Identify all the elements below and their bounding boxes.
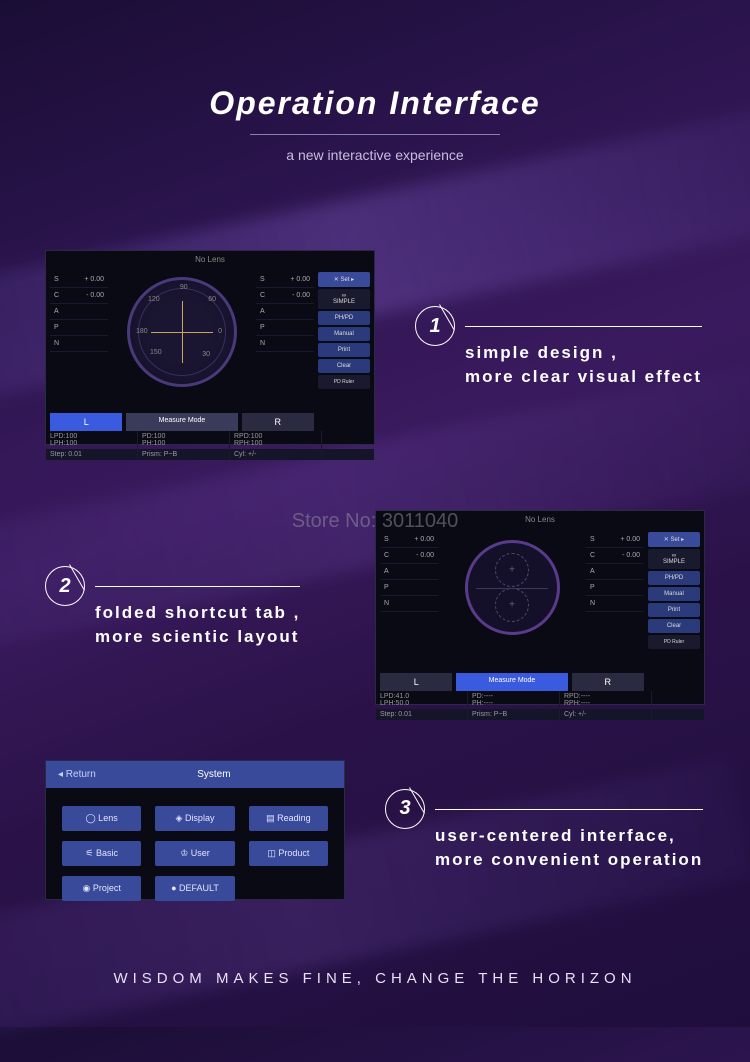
phpd-button[interactable]: PH/PD — [318, 311, 370, 325]
callout-2: 2 folded shortcut tab , more scientic la… — [45, 566, 300, 649]
basic-button[interactable]: ⚟ Basic — [62, 841, 141, 866]
section-2: 2 folded shortcut tab , more scientic la… — [45, 510, 705, 705]
divider — [250, 134, 500, 135]
project-button[interactable]: ◉ Project — [62, 876, 141, 901]
clear-button[interactable]: Clear — [318, 359, 370, 373]
ruler-button[interactable]: PD Ruler — [648, 635, 700, 649]
reading-button[interactable]: ▤ Reading — [249, 806, 328, 831]
user-button[interactable]: ♔ User — [155, 841, 234, 866]
phpd-button[interactable]: PH/PD — [648, 571, 700, 585]
return-button[interactable]: ◂ Return — [58, 769, 96, 780]
ss2-mid-col: S+ 0.00 C- 0.00 A P N — [586, 532, 644, 669]
system-title: System — [96, 769, 332, 780]
section-1: No Lens S+ 0.00 C- 0.00 A P N 90 0 180 1… — [45, 250, 705, 445]
measurement-dial[interactable]: 90 0 180 120 60 30 150 — [127, 277, 237, 387]
screenshot-3: ◂ Return System ◯ Lens ◈ Display ▤ Readi… — [45, 760, 345, 900]
left-eye-button[interactable]: L — [380, 673, 452, 691]
ss2-left-col: S+ 0.00 C- 0.00 A P N — [380, 532, 438, 669]
header: Operation Interface a new interactive ex… — [0, 0, 750, 163]
ruler-button[interactable]: PD Ruler — [318, 375, 370, 389]
measure-mode-button[interactable]: Measure Mode — [456, 673, 567, 691]
ss1-button-col: ✕ Set ▸ ∞ SIMPLE PH/PD Manual Print Clea… — [318, 272, 370, 409]
page-subtitle: a new interactive experience — [0, 147, 750, 163]
manual-button[interactable]: Manual — [318, 327, 370, 341]
system-header: ◂ Return System — [46, 761, 344, 788]
set-button[interactable]: ✕ Set ▸ — [318, 272, 370, 287]
screenshot-1: No Lens S+ 0.00 C- 0.00 A P N 90 0 180 1… — [45, 250, 375, 445]
page-title: Operation Interface — [0, 85, 750, 122]
system-grid: ◯ Lens ◈ Display ▤ Reading ⚟ Basic ♔ Use… — [46, 788, 344, 919]
ss2-footer: LPD:41.0LPH:50.0 PD:----PH:---- RPD:----… — [376, 691, 704, 709]
callout-text-1: simple design , more clear visual effect — [465, 326, 702, 389]
ss1-dial-area: 90 0 180 120 60 30 150 — [112, 272, 252, 409]
ss2-button-col: ✕ Set ▸ ∞ SIMPLE PH/PD Manual Print Clea… — [648, 532, 700, 669]
ss2-header: No Lens — [376, 511, 704, 528]
print-button[interactable]: Print — [648, 603, 700, 617]
screenshot-2: No Lens S+ 0.00 C- 0.00 A P N + + S+ 0.0… — [375, 510, 705, 705]
measure-mode-button[interactable]: Measure Mode — [126, 413, 237, 431]
right-eye-button[interactable]: R — [572, 673, 644, 691]
display-button[interactable]: ◈ Display — [155, 806, 234, 831]
product-button[interactable]: ◫ Product — [249, 841, 328, 866]
left-eye-button[interactable]: L — [50, 413, 122, 431]
ss1-header: No Lens — [46, 251, 374, 268]
callout-text-2: folded shortcut tab , more scientic layo… — [95, 586, 300, 649]
ss1-mid-col: S+ 0.00 C- 0.00 A P N — [256, 272, 314, 409]
print-button[interactable]: Print — [318, 343, 370, 357]
dual-lens-display[interactable]: + + — [465, 540, 560, 635]
set-button[interactable]: ✕ Set ▸ — [648, 532, 700, 547]
callout-number-1: 1 — [415, 306, 455, 346]
right-eye-button[interactable]: R — [242, 413, 314, 431]
callout-text-3: user-centered interface, more convenient… — [435, 809, 703, 872]
callout-number-3: 3 — [385, 789, 425, 829]
clear-button[interactable]: Clear — [648, 619, 700, 633]
simple-button[interactable]: ∞ SIMPLE — [648, 549, 700, 569]
ss2-dual-area: + + — [442, 532, 582, 669]
default-button[interactable]: ● DEFAULT — [155, 876, 234, 901]
callout-number-2: 2 — [45, 566, 85, 606]
section-3: ◂ Return System ◯ Lens ◈ Display ▤ Readi… — [45, 760, 705, 900]
simple-button[interactable]: ∞ SIMPLE — [318, 289, 370, 309]
ss1-left-col: S+ 0.00 C- 0.00 A P N — [50, 272, 108, 409]
callout-3: 3 user-centered interface, more convenie… — [385, 789, 703, 872]
tagline: WISDOM MAKES FINE, CHANGE THE HORIZON — [0, 970, 750, 987]
manual-button[interactable]: Manual — [648, 587, 700, 601]
lens-button[interactable]: ◯ Lens — [62, 806, 141, 831]
ss1-footer: LPD:100LPH:100 PD:100PH:100 RPD:100RPH:1… — [46, 431, 374, 449]
callout-1: 1 simple design , more clear visual effe… — [415, 306, 702, 389]
